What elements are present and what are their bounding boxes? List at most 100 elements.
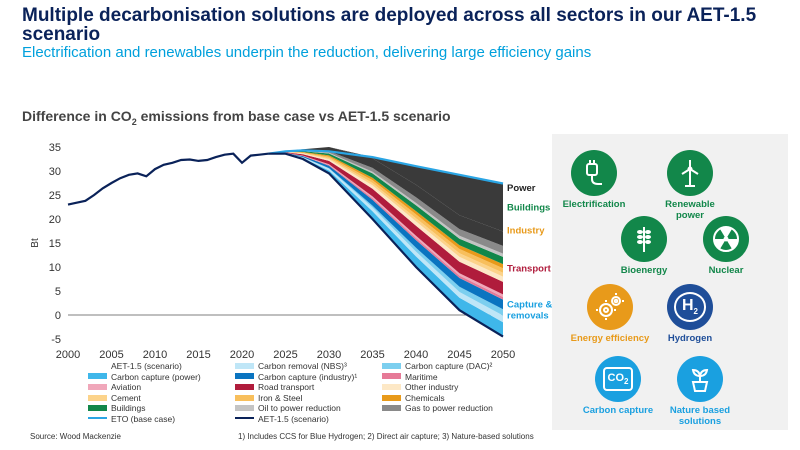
solution-item: Bioenergy	[604, 216, 684, 276]
y-axis-label: Bt	[30, 238, 41, 248]
legend-item: Aviation	[88, 382, 141, 393]
solution-item: Nature based solutions	[660, 356, 740, 427]
wedge-carbon-capture-dac-	[268, 153, 503, 316]
legend-swatch	[382, 362, 401, 369]
y-tick-label: 25	[49, 190, 61, 202]
legend-swatch	[235, 394, 254, 401]
x-tick-label: 2040	[404, 349, 428, 360]
source-note: Source: Wood Mackenzie	[30, 432, 122, 441]
legend-swatch	[88, 363, 107, 369]
y-tick-label: 0	[55, 310, 61, 322]
legend-item: AET-1.5 (scenario)	[88, 361, 182, 372]
wedge-chemicals	[268, 151, 503, 269]
legend-item: Carbon capture (DAC)²	[382, 361, 492, 372]
wheat-icon	[621, 216, 667, 262]
wedge-cement	[268, 151, 503, 277]
wedge-oil-to-power-reduction	[268, 151, 503, 257]
solution-item: Renewable power	[650, 150, 730, 221]
sector-label: Buildings	[507, 202, 550, 213]
legend-swatch	[235, 373, 254, 380]
wedge-aviation	[268, 152, 503, 297]
gears-icon	[587, 284, 633, 330]
legend-swatch	[235, 362, 254, 369]
legend-item: Carbon capture (industry)¹	[235, 372, 357, 383]
y-tick-label: 35	[49, 142, 61, 154]
legend-item: Carbon capture (power)	[88, 372, 201, 383]
history-line	[67, 152, 269, 206]
x-tick-label: 2025	[273, 349, 297, 360]
aet-scenario-line	[268, 152, 504, 338]
legend-item: Gas to power reduction	[382, 403, 493, 414]
solution-item: CO2 Carbon capture	[578, 356, 658, 416]
sector-label: Industry	[507, 226, 545, 237]
wind-turbine-icon-graphic	[681, 160, 699, 187]
x-tick-label: 2015	[186, 349, 210, 360]
wedge-other-industry	[268, 152, 503, 282]
legend-label: AET-1.5 (scenario)	[258, 414, 329, 424]
footnote: 1) Includes CCS for Blue Hydrogen; 2) Di…	[238, 432, 534, 441]
plant-pot-icon	[677, 356, 723, 402]
legend-label: Buildings	[111, 403, 146, 414]
legend-item: Chemicals	[382, 393, 445, 404]
wheat-icon-graphic	[637, 227, 651, 252]
wind-turbine-icon	[667, 150, 713, 196]
legend-label: Other industry	[405, 382, 459, 393]
page-subtitle: Electrification and renewables underpin …	[22, 44, 592, 61]
solution-label: Renewable power	[665, 199, 715, 221]
x-tick-label: 2035	[360, 349, 384, 360]
solution-item: Energy efficiency	[570, 284, 650, 344]
legend-swatch	[382, 405, 401, 412]
plug-icon-graphic	[586, 160, 602, 185]
legend-swatch	[382, 373, 401, 380]
icon-symbol: CO2	[602, 366, 634, 392]
eto-base-case-line	[267, 149, 504, 185]
solution-label: Energy efficiency	[570, 333, 650, 344]
legend-swatch	[235, 416, 254, 419]
x-tick-label: 2050	[491, 349, 515, 360]
legend-item: Carbon removal (NBS)³	[235, 361, 347, 372]
solution-label: Carbon capture	[582, 405, 654, 416]
icon-symbol: H2	[673, 292, 706, 322]
legend-label: Cement	[111, 392, 141, 403]
legend-label: Road transport	[258, 382, 315, 393]
legend-label: Carbon capture (DAC)²	[405, 361, 493, 371]
legend-label: Maritime	[405, 371, 438, 382]
chart-title: Difference in CO2 emissions from base ca…	[22, 108, 451, 127]
legend-item: Buildings	[88, 403, 146, 414]
solution-item: H2 Hydrogen	[650, 284, 730, 344]
gears-icon-graphic	[596, 293, 624, 320]
plug-icon	[571, 150, 617, 196]
legend-swatch	[235, 405, 254, 412]
wedge-coal-to-power-reduction	[268, 147, 503, 246]
x-tick-label: 2005	[99, 349, 123, 360]
x-tick-label: 2045	[447, 349, 471, 360]
chart-title-prefix: Difference in CO	[22, 108, 132, 124]
legend-label: Oil to power reduction	[258, 403, 341, 414]
solution-item: Electrification	[554, 150, 634, 210]
solution-label: Nature based solutions	[669, 405, 731, 427]
legend-label: ETO (base case)	[111, 414, 176, 424]
h2-icon: H2	[667, 284, 713, 330]
y-tick-label: -5	[51, 334, 61, 346]
legend-swatch	[88, 383, 107, 390]
x-tick-label: 2020	[230, 349, 254, 360]
page-title: Multiple decarbonisation solutions are d…	[22, 5, 757, 45]
solution-label: Nuclear	[708, 265, 744, 276]
legend-item: Oil to power reduction	[235, 403, 341, 414]
legend-swatch	[382, 394, 401, 401]
radiation-icon-graphic	[713, 226, 739, 252]
wedge-carbon-capture-industry-	[268, 153, 503, 310]
icon-symbol-text: H	[681, 297, 694, 315]
icon-symbol-subscript: 2	[693, 307, 698, 317]
x-tick-label: 2000	[56, 349, 80, 360]
x-tick-label: 2030	[317, 349, 341, 360]
y-tick-label: 15	[49, 238, 61, 250]
legend-swatch	[235, 383, 254, 390]
radiation-icon	[703, 216, 749, 262]
legend-label: AET-1.5 (scenario)	[111, 361, 182, 371]
legend-swatch	[88, 394, 107, 401]
wedge-carbon-capture-power-	[268, 153, 503, 337]
legend-item: Other industry	[382, 382, 458, 393]
wedge-gas-to-power-reduction	[268, 150, 503, 254]
